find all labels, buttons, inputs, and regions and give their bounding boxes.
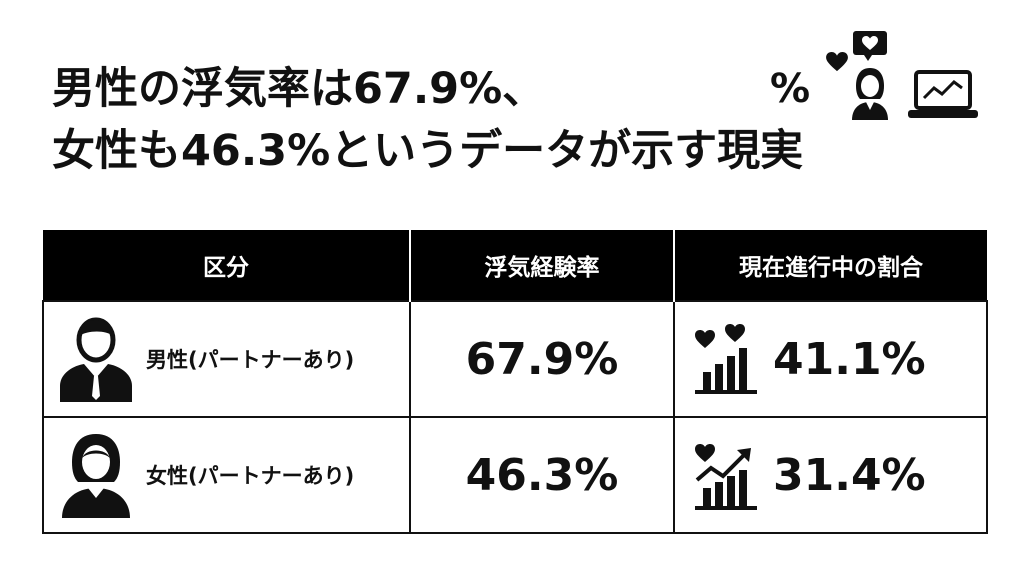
- heart-trend-chart-icon: [695, 444, 757, 510]
- page-title: 男性の浮気率は67.9%、 女性も46.3%というデータが示す現実: [52, 58, 803, 182]
- current-rate-cell: 31.4%: [673, 416, 988, 534]
- header-category: 区分: [43, 230, 410, 301]
- experience-rate-value: 67.9%: [409, 300, 675, 418]
- category-label: 女性(パートナーあり): [146, 464, 355, 488]
- current-rate-cell: 41.1%: [673, 300, 988, 418]
- comparison-table: 区分 浮気経験率 現在進行中の割合 男性(パートナーあり) 67.9%: [42, 230, 988, 534]
- title-line-2: 女性も46.3%というデータが示す現実: [52, 126, 804, 176]
- hearts-bar-chart-icon: [695, 324, 757, 394]
- header-experience-rate: 浮気経験率: [409, 230, 674, 301]
- man-icon: [60, 317, 132, 402]
- table-row: 男性(パートナーあり) 67.9% 41.1%: [42, 300, 988, 418]
- table-row: 女性(パートナーあり) 46.3% 31.4%: [42, 416, 988, 534]
- category-cell: 男性(パートナーあり): [42, 300, 411, 418]
- current-rate-value: 31.4%: [773, 449, 926, 501]
- laptop-chart-icon: [908, 70, 978, 118]
- percent-icon: %: [770, 66, 811, 112]
- category-label: 男性(パートナーあり): [146, 348, 355, 372]
- title-line-1: 男性の浮気率は67.9%、: [52, 64, 546, 114]
- header-current-rate: 現在進行中の割合: [673, 230, 987, 301]
- woman-icon: [62, 434, 130, 518]
- category-cell: 女性(パートナーあり): [42, 416, 411, 534]
- woman-icon: [852, 68, 888, 120]
- decoration-group: %: [770, 30, 980, 120]
- table-header-row: 区分 浮気経験率 現在進行中の割合: [43, 230, 987, 301]
- current-rate-value: 41.1%: [773, 333, 926, 385]
- heart-icon: [826, 52, 848, 72]
- chat-heart-icon: [853, 31, 887, 61]
- experience-rate-value: 46.3%: [409, 416, 675, 534]
